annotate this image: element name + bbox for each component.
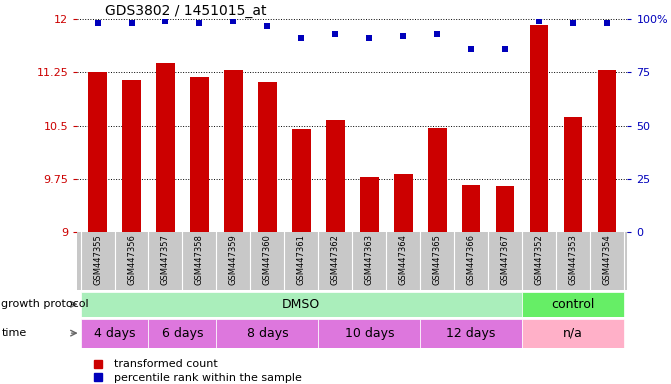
- Text: GSM447363: GSM447363: [365, 234, 374, 285]
- Point: [500, 46, 511, 52]
- Bar: [292, 129, 311, 232]
- Bar: [81, 319, 148, 348]
- Point: [160, 18, 171, 25]
- Text: GSM447359: GSM447359: [229, 234, 238, 285]
- Bar: [496, 186, 515, 232]
- Bar: [224, 70, 243, 232]
- Text: GSM447367: GSM447367: [501, 234, 509, 285]
- Text: control: control: [552, 298, 595, 311]
- Point: [92, 20, 103, 26]
- Text: 6 days: 6 days: [162, 327, 203, 339]
- Text: GSM447357: GSM447357: [161, 234, 170, 285]
- Bar: [598, 70, 617, 232]
- Text: GSM447361: GSM447361: [297, 234, 306, 285]
- Bar: [326, 120, 345, 232]
- Point: [262, 23, 272, 29]
- Bar: [190, 77, 209, 232]
- Text: GSM447366: GSM447366: [466, 234, 476, 285]
- Point: [330, 31, 341, 37]
- Text: GSM447358: GSM447358: [195, 234, 204, 285]
- Legend: transformed count, percentile rank within the sample: transformed count, percentile rank withi…: [83, 355, 306, 384]
- Point: [568, 20, 578, 26]
- Point: [126, 20, 137, 26]
- Text: growth protocol: growth protocol: [1, 299, 89, 310]
- Bar: [462, 185, 480, 232]
- Point: [364, 35, 374, 41]
- Text: GSM447355: GSM447355: [93, 234, 102, 285]
- Text: GSM447353: GSM447353: [568, 234, 578, 285]
- Text: n/a: n/a: [563, 327, 583, 339]
- Text: 10 days: 10 days: [344, 327, 394, 339]
- Text: time: time: [1, 328, 27, 338]
- Bar: [360, 177, 378, 232]
- Text: 4 days: 4 days: [94, 327, 136, 339]
- Point: [432, 31, 443, 37]
- Text: GSM447352: GSM447352: [535, 234, 544, 285]
- Bar: [217, 319, 318, 348]
- Bar: [420, 319, 522, 348]
- Bar: [81, 292, 522, 317]
- Bar: [522, 319, 624, 348]
- Bar: [122, 79, 141, 232]
- Text: GSM447362: GSM447362: [331, 234, 340, 285]
- Bar: [156, 63, 175, 232]
- Point: [194, 20, 205, 26]
- Bar: [88, 73, 107, 232]
- Bar: [318, 319, 420, 348]
- Text: GDS3802 / 1451015_at: GDS3802 / 1451015_at: [105, 4, 266, 18]
- Text: GSM447365: GSM447365: [433, 234, 442, 285]
- Point: [533, 18, 544, 25]
- Text: GSM447364: GSM447364: [399, 234, 408, 285]
- Point: [398, 33, 409, 39]
- Point: [602, 20, 613, 26]
- Bar: [148, 319, 217, 348]
- Text: DMSO: DMSO: [282, 298, 321, 311]
- Point: [228, 18, 239, 25]
- Point: [466, 46, 476, 52]
- Text: 12 days: 12 days: [446, 327, 496, 339]
- Bar: [428, 128, 446, 232]
- Text: GSM447360: GSM447360: [263, 234, 272, 285]
- Bar: [564, 117, 582, 232]
- Text: GSM447356: GSM447356: [127, 234, 136, 285]
- Text: 8 days: 8 days: [246, 327, 288, 339]
- Text: GSM447354: GSM447354: [603, 234, 611, 285]
- Point: [296, 35, 307, 41]
- Bar: [394, 174, 413, 232]
- Bar: [258, 82, 276, 232]
- Bar: [529, 25, 548, 232]
- Bar: [522, 292, 624, 317]
